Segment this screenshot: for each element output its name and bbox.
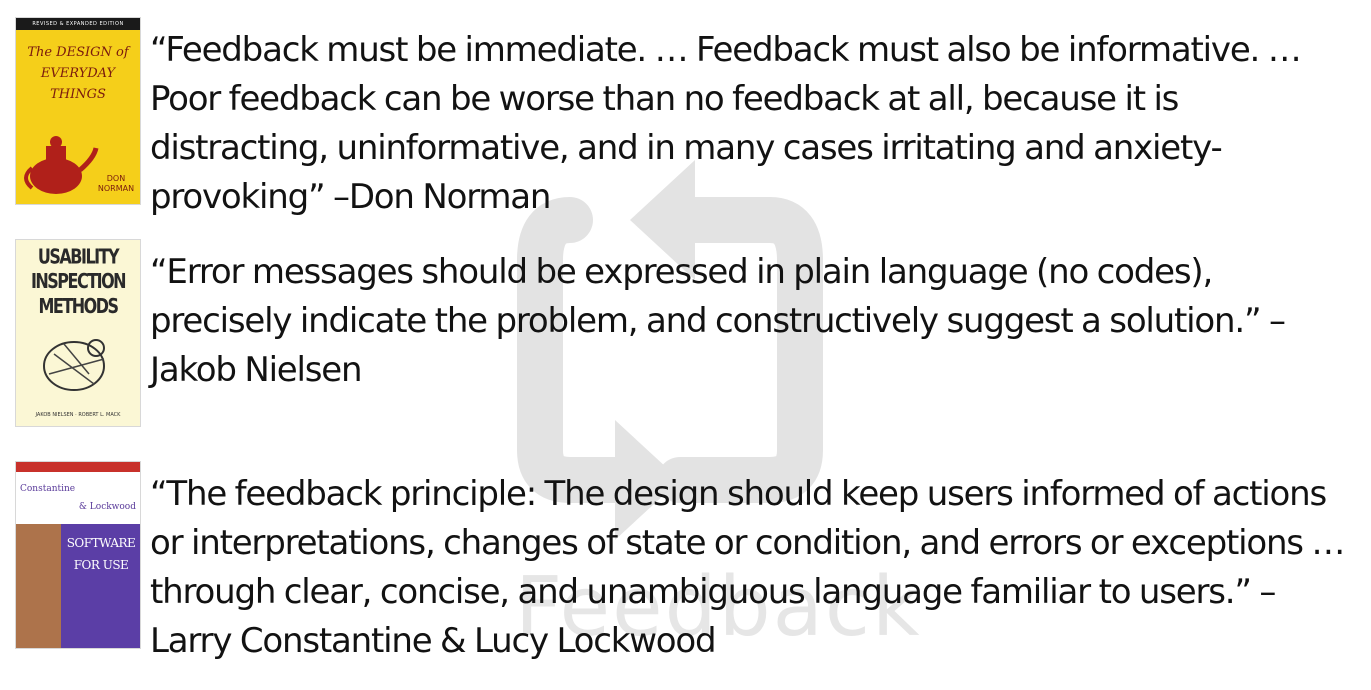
illustration-icon [43, 339, 105, 391]
quote-jakob-nielsen: “Error messages should be expressed in p… [150, 252, 1286, 390]
cover-banner: REVISED & EXPANDED EDITION [16, 18, 140, 30]
cover-title: The DESIGN of EVERYDAY THINGS [27, 45, 129, 102]
cover-author-1: Constantine [20, 484, 76, 494]
cover-accent [16, 524, 61, 648]
cover-title: SOFTWARE FOR USE [66, 536, 136, 572]
quote-don-norman: “Feedback must be immediate. … Feedback … [150, 30, 1302, 217]
cover-author-2: & Lockwood [78, 502, 136, 512]
book-cover-usability-inspection-methods: USABILITY INSPECTION METHODS JAKOB NIELS… [16, 240, 140, 426]
book-cover-software-for-use: Constantine & Lockwood SOFTWARE FOR USE [16, 462, 140, 648]
cover-stripe [16, 462, 140, 472]
quote-constantine-lockwood: “The feedback principle: The design shou… [150, 474, 1345, 661]
cover-author: DON NORMAN [97, 174, 135, 193]
teapot-icon [24, 136, 99, 194]
cover-title: USABILITY INSPECTION METHODS [30, 244, 127, 319]
book-cover-design-of-everyday-things: REVISED & EXPANDED EDITION The DESIGN of… [16, 18, 140, 204]
cover-editors: JAKOB NIELSEN · ROBERT L. MACK [35, 412, 121, 418]
